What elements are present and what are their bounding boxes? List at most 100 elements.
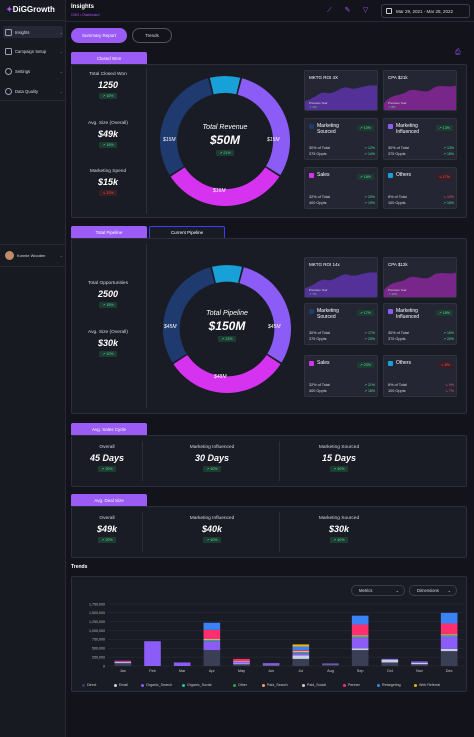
metric-total-closed-won: Total Closed Won 1250 ↗ 10%: [72, 72, 144, 99]
pin-icon[interactable]: ✎: [344, 7, 351, 14]
badge-value: 20%: [105, 538, 113, 542]
current-pipeline-tag[interactable]: Current Pipeline: [149, 226, 225, 238]
roi-card[interactable]: MKTG ROI 14x Previous Year ↗ 7%: [304, 257, 378, 298]
bar-segment: [262, 663, 280, 665]
tag-label: Avg. Deal Size: [94, 497, 124, 503]
source-row: 375 Oppts ↗ 20%: [388, 337, 454, 341]
sidebar-item-settings[interactable]: Settings ⌄: [3, 65, 63, 77]
legend-item[interactable]: Other: [233, 683, 247, 687]
tag-label: Total Pipeline: [95, 229, 123, 235]
campaign-icon: [5, 47, 12, 55]
source-share: 30% of Total: [388, 331, 409, 335]
source-title: Sales: [309, 360, 347, 366]
bar-segment: [203, 650, 221, 666]
bar-segment: [351, 637, 369, 649]
bar-segment: [114, 663, 132, 666]
source-card-marketing-influenced[interactable]: Marketing Influenced ↗ 18% 30% of Total ↗ 1…: [383, 303, 457, 345]
source-row: 8% of Total ↘ 9%: [388, 383, 454, 387]
source-row: 30% of Total ↗ 13%: [388, 146, 454, 150]
source-share: 8% of Total: [388, 195, 407, 199]
sidebar-item-campaign-setup[interactable]: Campaign Setup ⌄: [3, 45, 63, 57]
source-card-marketing-sourced[interactable]: Marketing Sourced ↗ 10% 30% of Total ↗ 12% 3…: [304, 118, 378, 160]
tab-summary-report[interactable]: Summary Report: [71, 28, 127, 43]
chart-icon[interactable]: ⟋: [327, 7, 332, 14]
legend-item[interactable]: Organic_Social: [182, 683, 211, 687]
metric-value: $15k: [97, 177, 119, 187]
source-row: 100 Oppts ↘ 7%: [388, 389, 454, 393]
bar-segment: [351, 615, 369, 625]
x-tick-label: Jun: [268, 669, 274, 673]
source-card-marketing-influenced[interactable]: Marketing Influenced ↗ 13% 30% of Total ↗ 1…: [383, 118, 457, 160]
bar-segment: [233, 661, 250, 662]
source-title: Others: [388, 172, 426, 178]
divider: [146, 68, 147, 214]
trend-badge: ↗ 23%: [218, 336, 236, 342]
trend-badge: ↗ 10%: [356, 125, 374, 131]
metric-label: Marketing Sourced: [318, 516, 360, 521]
filter-icon[interactable]: ▽: [362, 7, 369, 14]
y-tick-label: 1,500,000: [89, 611, 105, 615]
card-badge: ↗ 10%: [388, 292, 398, 296]
legend-item[interactable]: Organic_Search: [141, 683, 172, 687]
source-name: Sales: [317, 172, 330, 178]
donut-center: Total Revenue $50M ↗ 21%: [185, 124, 265, 156]
donut-segment: [239, 267, 291, 363]
print-icon[interactable]: ⎙: [455, 49, 461, 56]
legend-item[interactable]: Direct: [82, 683, 96, 687]
badge-value: 21%: [223, 151, 231, 155]
legend-item[interactable]: Web Referral: [414, 683, 440, 687]
tab-trends[interactable]: Trends: [132, 28, 172, 43]
roi-card[interactable]: MKTG ROI 4X Previous Year ↗ 1%: [304, 70, 378, 111]
trend-badge: ↗ 18%: [435, 310, 453, 316]
sidebar: ✦DiGGrowth Insights ⌄ Campaign Setup ⌄ Set…: [0, 0, 66, 737]
bar-segment: [144, 641, 161, 666]
source-card-others[interactable]: Others ↘ 8% 8% of Total ↘ 9% 100 Oppts ↘ 7%: [383, 355, 457, 397]
cpa-card[interactable]: CPA $21k Previous Year ↗ 8%: [383, 70, 457, 111]
total-pipeline-tag[interactable]: Total Pipeline: [71, 226, 147, 238]
trend-badge: ↗ 16%: [443, 331, 454, 335]
cpa-card[interactable]: CPA $12k Previous Year ↗ 10%: [383, 257, 457, 298]
source-row: 375 Oppts ↗ 14%: [309, 152, 375, 156]
app-logo[interactable]: ✦DiGGrowth: [6, 5, 55, 14]
source-card-marketing-sourced[interactable]: Marketing Sourced ↗ 17% 30% of Total ↗ 17% 3…: [304, 303, 378, 345]
source-card-sales[interactable]: Sales ↗ 18% 32% of Total ↗ 20% 400 Oppts ↗ 19…: [304, 167, 378, 209]
deal-size-tag[interactable]: Avg. Deal Size: [71, 494, 147, 506]
bar-segment: [292, 646, 310, 651]
bar-segment: [440, 623, 458, 635]
breadcrumb[interactable]: CMO • Dashboard: [71, 13, 100, 17]
segment-label: $15M: [267, 137, 280, 143]
legend-item[interactable]: Email: [114, 683, 128, 687]
metrics-dropdown[interactable]: Metrics ⌄: [351, 585, 405, 596]
legend-item[interactable]: Partner: [343, 683, 360, 687]
date-range-picker[interactable]: Mar 29, 2021 - Mar 28, 2022: [381, 4, 470, 18]
donut-segment: [209, 76, 241, 95]
user-menu[interactable]: Konnie Wooden ⌄: [5, 251, 63, 260]
sidebar-item-insights[interactable]: Insights ⌄: [3, 26, 63, 38]
sidebar-item-data-quality[interactable]: Data Quality ⌄: [3, 85, 63, 97]
card-subtitle: Previous Year: [309, 101, 328, 105]
bar-segment: [381, 659, 399, 663]
trend-badge: ↗ 21%: [216, 150, 234, 156]
badge-value: 40%: [210, 538, 218, 542]
y-tick-label: 0: [103, 664, 105, 668]
source-oppts: 375 Oppts: [309, 337, 327, 341]
source-oppts: 400 Oppts: [309, 201, 327, 205]
legend-dot: [114, 683, 117, 687]
deal-size-influenced: Marketing Influenced $40k ↗ 40%: [176, 516, 248, 543]
metric-label: Marketing Influenced: [189, 516, 235, 521]
metric-label: Marketing Influenced: [189, 445, 235, 450]
legend-dot: [302, 683, 305, 687]
source-card-others[interactable]: Others ↘ 17% 8% of Total ↘ 10% 100 Oppts ↗ 15…: [383, 167, 457, 209]
divider: [279, 441, 280, 481]
sales-cycle-tag[interactable]: Avg. Sales Cycle: [71, 423, 147, 435]
legend-item[interactable]: Retargeting: [377, 683, 401, 687]
dimensions-dropdown[interactable]: Dimensions ⌄: [409, 585, 457, 596]
legend-item[interactable]: Paid_Search: [262, 683, 288, 687]
donut-segment: [212, 265, 242, 283]
x-tick-label: Oct: [387, 669, 394, 673]
source-card-sales[interactable]: Sales ↗ 23% 32% of Total ↗ 21% 400 Oppts ↗ 18…: [304, 355, 378, 397]
legend-item[interactable]: Paid_Social: [302, 683, 326, 687]
sparkline: [305, 85, 377, 110]
trend-badge: ↗ 40%: [330, 466, 348, 472]
closed-won-tag[interactable]: Closed Won: [71, 52, 147, 64]
